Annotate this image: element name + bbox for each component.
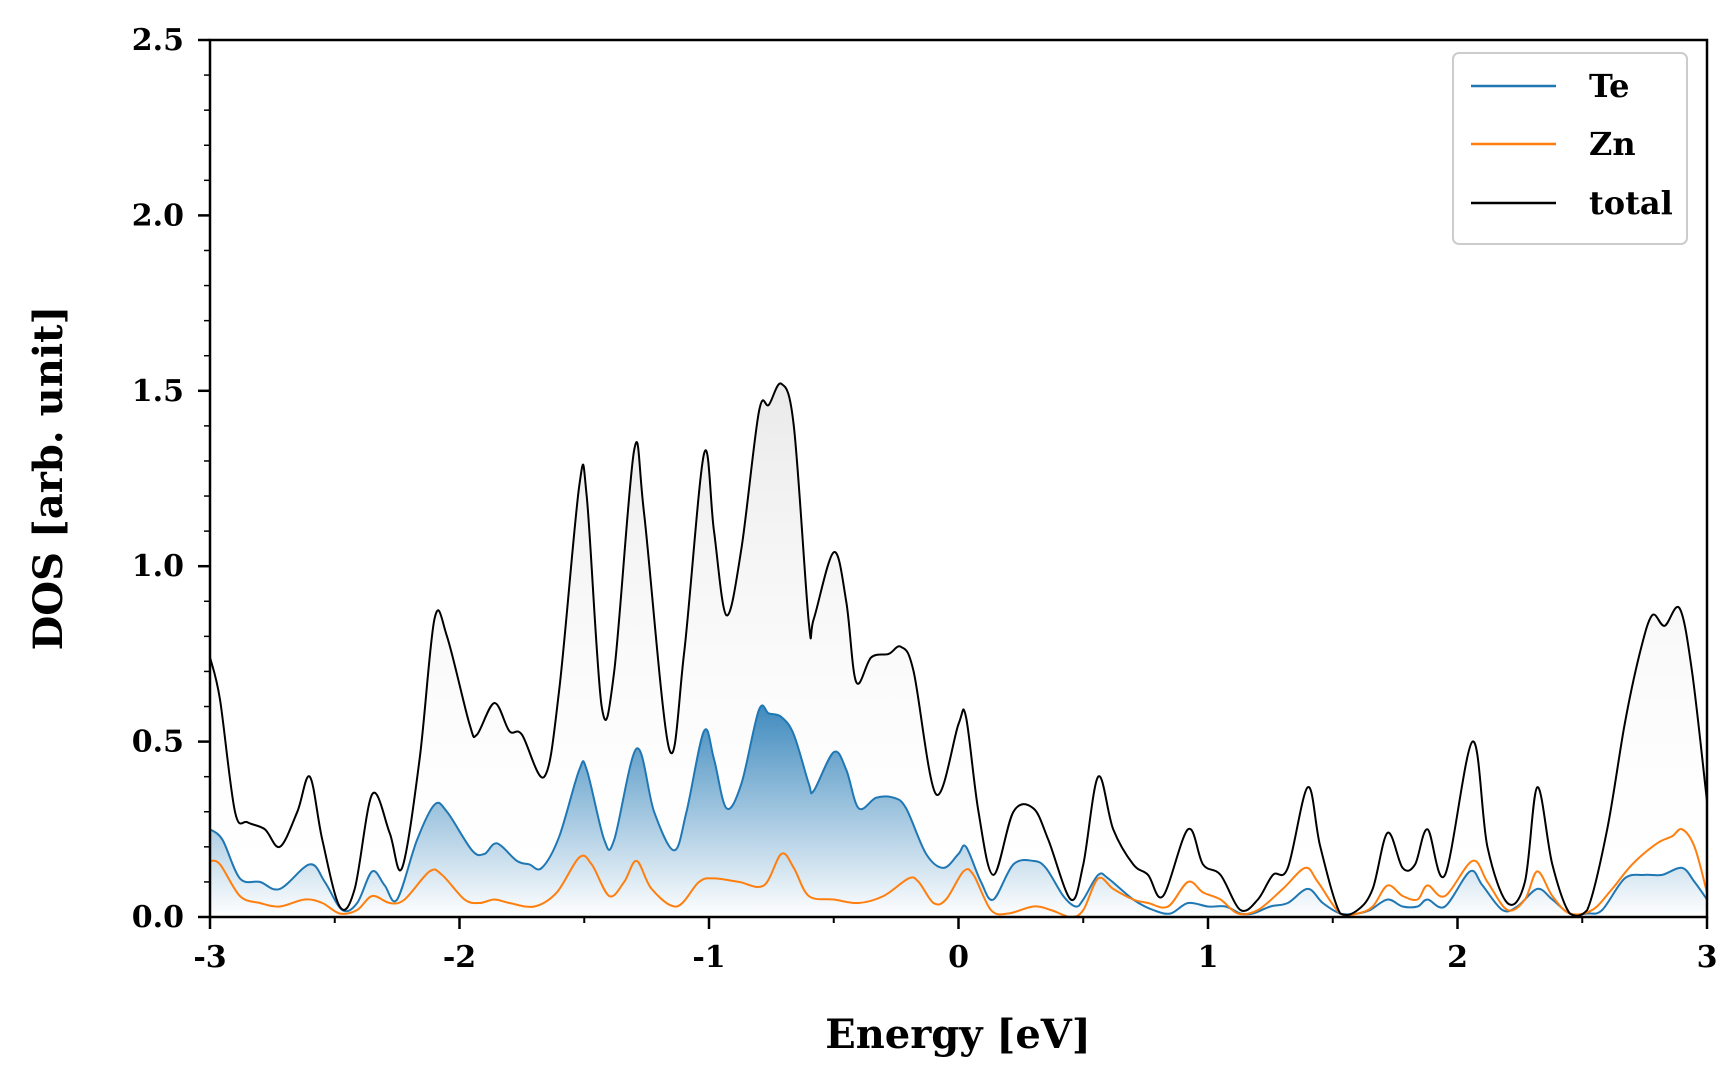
series-lines [210,382,1707,917]
legend-box [1452,52,1688,245]
x-axis-title: Energy [eV] [825,1011,1091,1058]
y-axis-title: DOS [arb. unit] [25,306,72,651]
y-tick-label: 1.0 [132,549,184,584]
x-tick-label: 2 [1447,940,1468,975]
x-tick-label: -2 [443,940,476,975]
x-tick-label: -3 [193,940,226,975]
series-line-te [210,704,1707,916]
x-tick-label: -1 [692,940,725,975]
x-tick-label: 3 [1697,940,1718,975]
legend-label-te: Te [1589,67,1630,105]
series-line-total [210,382,1707,917]
x-tick-label: 1 [1198,940,1219,975]
x-tick-label: 0 [948,940,969,975]
y-tick-label: 0.0 [132,900,184,935]
y-tick-label: 2.0 [132,198,184,233]
legend: Te Zn total [1452,52,1688,245]
legend-label-zn: Zn [1589,125,1636,163]
area-fill-te [210,705,1707,917]
series-line-zn [210,828,1707,917]
x-axis-ticks: -3 -2 -1 0 1 2 3 [193,917,1717,975]
y-tick-label: 0.5 [132,725,184,760]
y-tick-label: 2.5 [132,23,184,58]
area-fills [210,383,1707,917]
y-tick-label: 1.5 [132,374,184,409]
y-axis-ticks: 0.0 0.5 1.0 1.5 2.0 2.5 [132,23,210,935]
legend-label-total: total [1589,184,1673,222]
